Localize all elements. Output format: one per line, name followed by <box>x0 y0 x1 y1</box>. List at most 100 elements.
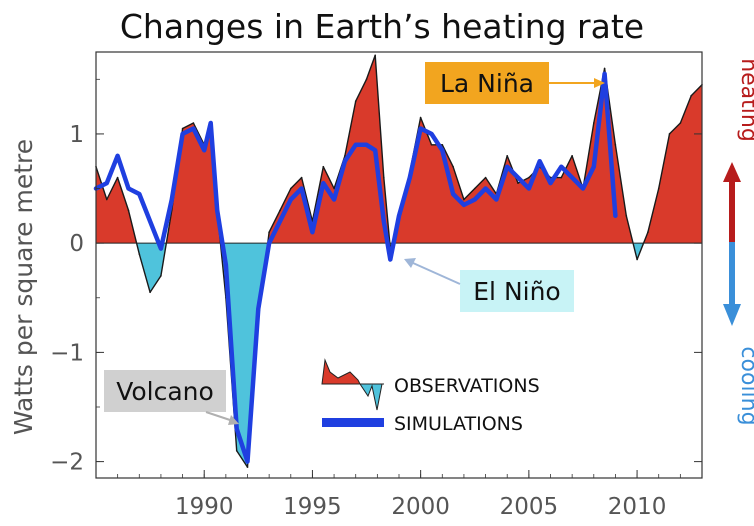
simulation-point <box>484 187 487 190</box>
y-axis-label: Watts per square metre <box>9 139 38 435</box>
simulation-point <box>549 182 552 185</box>
simulation-point <box>216 209 219 212</box>
observations-heating-fill <box>96 55 702 244</box>
observation-point <box>625 215 628 217</box>
observation-point <box>268 231 270 233</box>
observation-point <box>603 67 606 70</box>
simulation-point <box>105 182 108 185</box>
simulation-point <box>170 198 173 201</box>
observation-point <box>528 176 530 179</box>
simulation-point <box>246 460 249 463</box>
observation-point <box>344 155 346 157</box>
volcano-label: Volcano <box>116 377 214 406</box>
observation-point <box>560 176 563 179</box>
simulation-point <box>203 149 206 152</box>
simulation-point <box>506 165 509 168</box>
observation-point <box>235 449 238 452</box>
observation-point <box>279 209 281 212</box>
simulation-point <box>209 122 212 124</box>
observation-point <box>106 198 108 201</box>
legend-simulations-label: SIMULATIONS <box>394 413 523 435</box>
simulation-point <box>398 214 400 217</box>
el-nino-label: El Niño <box>473 277 560 306</box>
simulation-point <box>462 203 465 206</box>
simulation-point <box>149 220 152 223</box>
simulation-point <box>235 427 238 430</box>
observation-point <box>657 187 660 190</box>
x-tick-label: 1990 <box>175 494 234 520</box>
observation-point <box>290 187 292 190</box>
observation-point <box>463 198 465 201</box>
observation-point <box>322 165 325 168</box>
y-tick-label: −2 <box>50 450 84 476</box>
annotation-el-nino: El Niño <box>404 258 574 312</box>
observation-point <box>192 122 195 124</box>
simulation-point <box>181 132 184 135</box>
observation-point <box>474 187 476 190</box>
simulation-point <box>365 143 368 146</box>
simulations-line <box>93 71 618 464</box>
simulation-point <box>389 258 392 261</box>
observation-point <box>354 100 357 102</box>
observation-point <box>517 182 519 184</box>
el-nino-arrow-head <box>404 258 416 268</box>
legend-simulations-swatch <box>322 418 384 427</box>
observation-point <box>181 127 184 130</box>
x-tick-label: 2000 <box>391 494 450 520</box>
la-nina-box <box>425 62 549 104</box>
simulation-point <box>333 198 336 201</box>
volcano-box <box>104 370 226 412</box>
observation-point <box>430 144 433 146</box>
observation-point <box>300 176 303 179</box>
simulation-point <box>419 127 422 130</box>
heating-label: heating <box>736 58 754 142</box>
simulation-point <box>517 176 519 179</box>
y-tick-label: 0 <box>69 231 84 257</box>
simulation-point <box>159 247 162 250</box>
simulation-point <box>603 72 606 75</box>
x-tick-label: 1995 <box>283 494 342 520</box>
x-tick-label: 2010 <box>608 494 667 520</box>
annotation-volcano: Volcano <box>104 370 239 425</box>
simulation-point <box>268 242 271 245</box>
observation-point <box>593 122 595 124</box>
observation-point <box>571 155 573 157</box>
simulation-point <box>116 154 119 157</box>
heating-arrow-shaft <box>729 180 735 242</box>
simulation-point <box>289 198 292 201</box>
simulation-point <box>473 198 476 201</box>
simulation-point <box>441 149 444 152</box>
legend-observations-label: OBSERVATIONS <box>394 375 540 397</box>
el-nino-box <box>460 270 574 312</box>
observation-point <box>668 133 671 135</box>
heating-arrow-head <box>723 162 741 182</box>
cooling-label: cooling <box>736 346 754 425</box>
simulation-point <box>300 187 303 190</box>
simulation-point <box>560 165 563 168</box>
simulation-point <box>311 231 314 234</box>
volcano-arrow <box>205 411 231 421</box>
chart-title: Changes in Earth’s heating rate <box>120 7 644 46</box>
el-nino-arrow <box>412 262 461 285</box>
simulation-point <box>343 160 346 163</box>
observation-point <box>419 116 422 119</box>
simulation-point <box>614 214 617 217</box>
simulation-point <box>527 187 530 190</box>
simulation-point <box>382 220 385 223</box>
observation-point <box>116 176 119 179</box>
observation-point <box>374 54 377 57</box>
y-tick-label: −1 <box>50 340 84 366</box>
observation-point <box>690 94 692 97</box>
la-nina-arrow-head <box>594 78 605 88</box>
x-tick-label: 2005 <box>500 494 559 520</box>
la-nina-label: La Niña <box>440 69 534 98</box>
simulation-point <box>408 176 411 179</box>
cooling-arrow-head <box>723 304 741 326</box>
observation-point <box>636 258 638 261</box>
observation-point <box>484 176 487 179</box>
observation-point <box>160 275 162 277</box>
heating-cooling-indicator: heating cooling <box>723 58 754 426</box>
legend: OBSERVATIONS SIMULATIONS <box>321 358 540 435</box>
simulation-point <box>138 193 141 195</box>
